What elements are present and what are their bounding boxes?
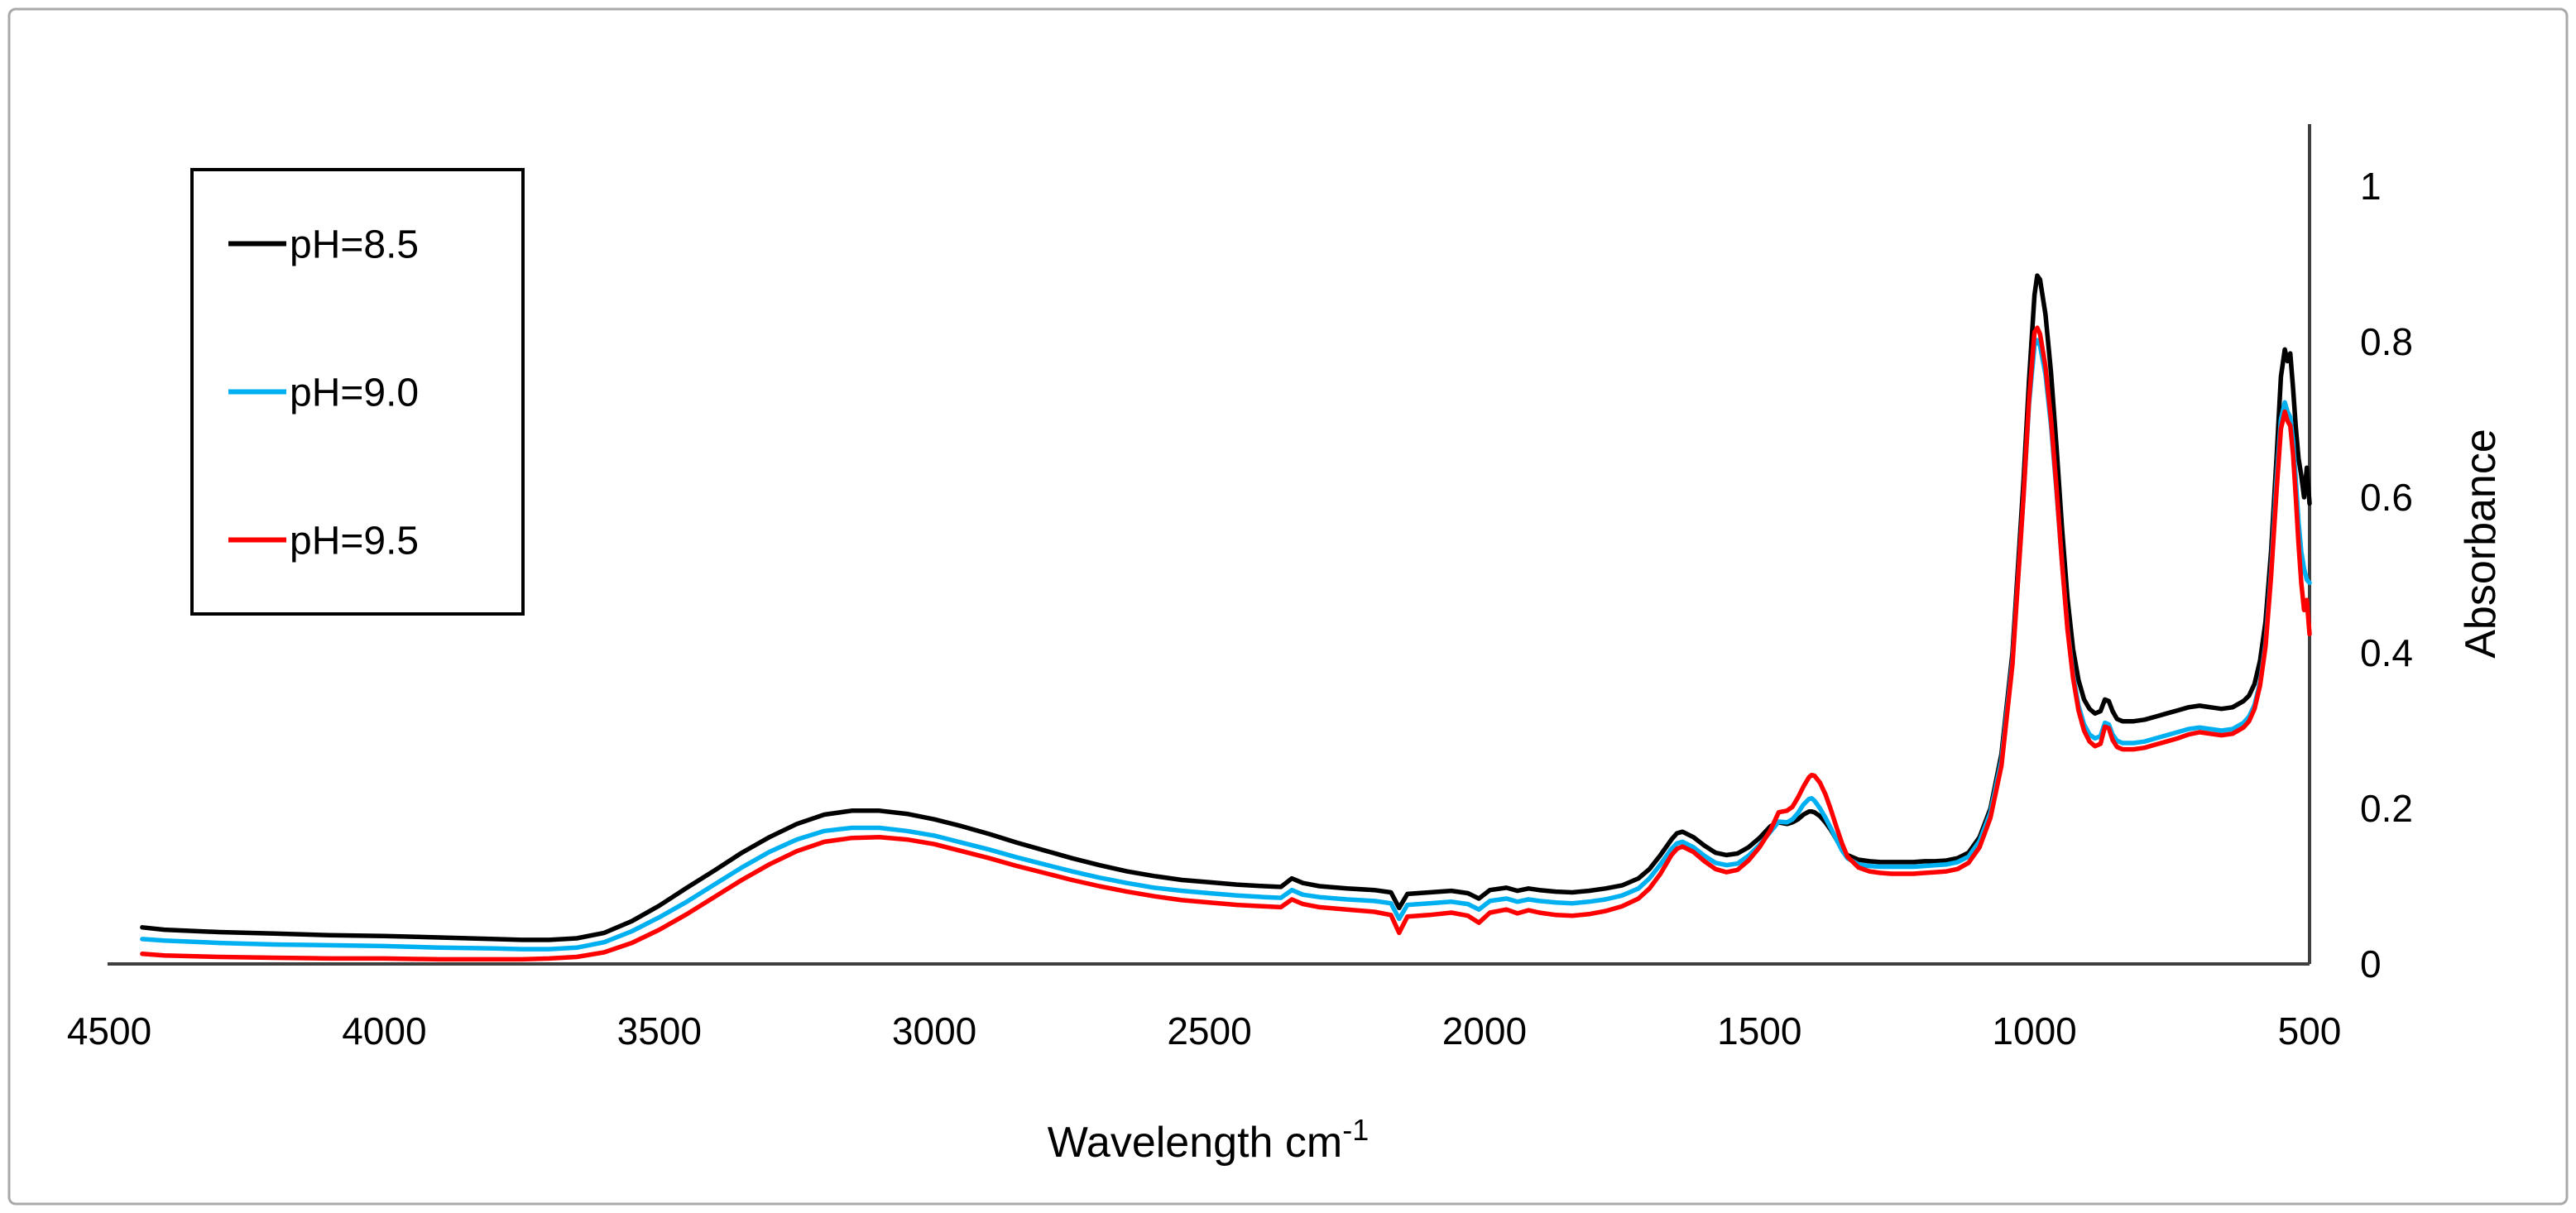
x-tick-label: 2500: [1167, 1009, 1251, 1052]
x-tick-label: 3500: [617, 1009, 702, 1052]
y-tick-label: 0: [2360, 942, 2382, 985]
legend-label-ph-9-0: pH=9.0: [290, 372, 419, 415]
legend-label-ph-8-5: pH=8.5: [290, 223, 419, 267]
legend: pH=8.5 pH=9.0 pH=9.5: [190, 168, 525, 616]
series-line-ph-9-5: [140, 325, 2312, 962]
series-lines: [140, 273, 2312, 962]
y-tick-label: 1: [2360, 165, 2382, 208]
x-tick-label: 500: [2278, 1009, 2342, 1052]
y-tick-label: 0.2: [2360, 787, 2413, 830]
series-line-ph-9-0: [140, 338, 2312, 952]
figure-border: [7, 7, 2569, 1206]
y-tick-label: 0.6: [2360, 476, 2413, 519]
y-axis-tick-labels: 1 0.8 0.6 0.4 0.2 0: [2360, 165, 2413, 985]
x-tick-label: 4000: [342, 1009, 426, 1052]
x-axis-title-superscript: -1: [1342, 1113, 1369, 1147]
x-tick-label: 1500: [1717, 1009, 1801, 1052]
x-axis-title: Wavelength cm-1: [1048, 1113, 1369, 1167]
x-axis-tick-labels: 4500 4000 3500 3000 2500 2000 1500 1000 500: [67, 1009, 2342, 1052]
x-tick-label: 3000: [892, 1009, 976, 1052]
y-tick-label: 0.4: [2360, 631, 2413, 674]
legend-label-ph-9-5: pH=9.5: [290, 520, 419, 563]
x-tick-label: 2000: [1442, 1009, 1527, 1052]
series-line-ph-8-5: [140, 273, 2312, 942]
x-tick-label: 4500: [67, 1009, 151, 1052]
y-axis-title: Absorbance: [2457, 429, 2505, 659]
y-tick-label: 0.8: [2360, 320, 2413, 363]
x-tick-label: 1000: [1992, 1009, 2076, 1052]
